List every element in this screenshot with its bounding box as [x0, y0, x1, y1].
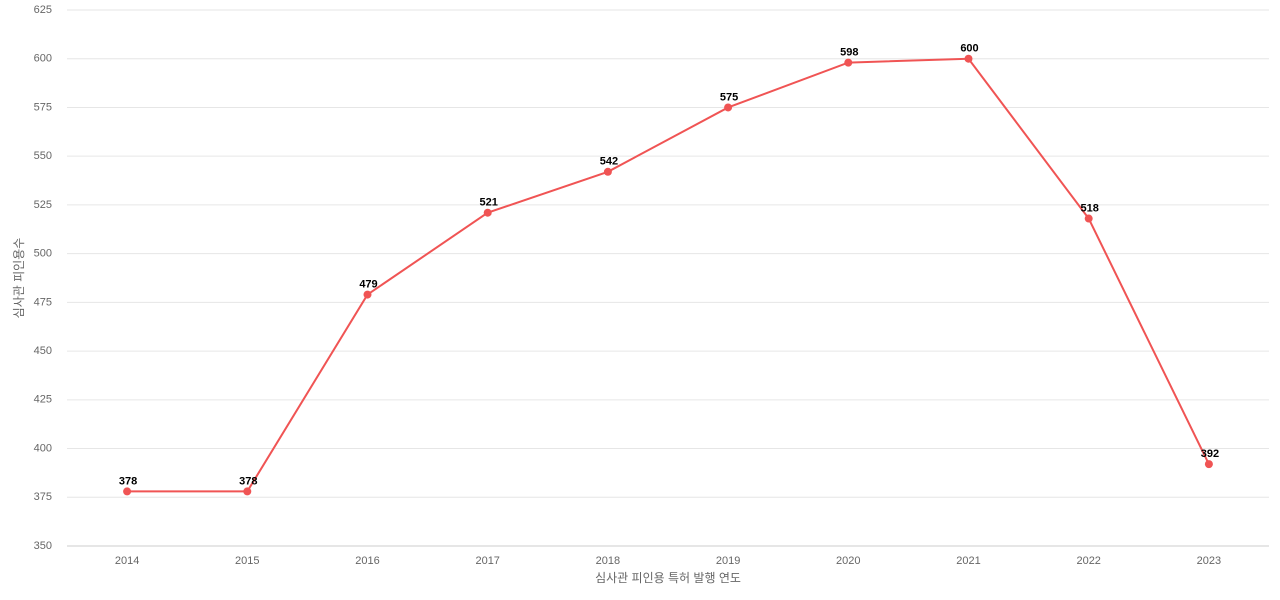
y-tick-label: 475	[34, 296, 52, 308]
y-tick-label: 425	[34, 394, 52, 406]
data-label: 600	[960, 43, 978, 55]
x-tick-label: 2014	[115, 555, 139, 567]
point	[363, 290, 372, 299]
x-tick-label: 2018	[596, 555, 620, 567]
data-label: 378	[239, 475, 257, 487]
data-label: 392	[1201, 448, 1219, 460]
data-label: 518	[1081, 202, 1099, 214]
point	[483, 208, 492, 217]
line	[127, 57, 1210, 493]
x-tick-label: 2019	[716, 555, 740, 567]
x-tick-label: 2020	[836, 555, 860, 567]
data-label: 521	[480, 197, 498, 209]
data-label: 598	[840, 47, 858, 59]
data-label: 575	[720, 91, 738, 103]
x-tick-label: 2015	[235, 555, 259, 567]
y-axis-label: 심사관 피인용수	[12, 238, 26, 319]
y-tick-label: 350	[34, 540, 52, 552]
point	[123, 487, 132, 496]
data-label: 542	[600, 156, 618, 168]
x-tick-label: 2023	[1197, 555, 1221, 567]
point	[1084, 214, 1093, 223]
x-tick-label: 2021	[956, 555, 980, 567]
point	[243, 487, 252, 496]
data-label: 378	[119, 475, 137, 487]
y-tick-label: 450	[34, 345, 52, 357]
data-label: 479	[359, 278, 377, 290]
point	[964, 54, 973, 63]
x-tick-label: 2017	[475, 555, 499, 567]
y-tick-label: 550	[34, 150, 52, 162]
point	[603, 167, 612, 176]
y-tick-label: 600	[34, 53, 52, 65]
point	[844, 58, 853, 67]
y-tick-label: 500	[34, 248, 52, 260]
y-tick-label: 400	[34, 442, 52, 454]
point	[1204, 460, 1213, 469]
x-axis-label: 심사관 피인용 특허 발행 연도	[595, 570, 741, 585]
x-tick-label: 2022	[1076, 555, 1100, 567]
point	[724, 103, 733, 112]
y-tick-label: 525	[34, 199, 52, 211]
y-tick-label: 375	[34, 491, 52, 503]
y-tick-label: 575	[34, 101, 52, 113]
y-tick-label: 625	[34, 4, 52, 16]
x-tick-label: 2016	[355, 555, 379, 567]
